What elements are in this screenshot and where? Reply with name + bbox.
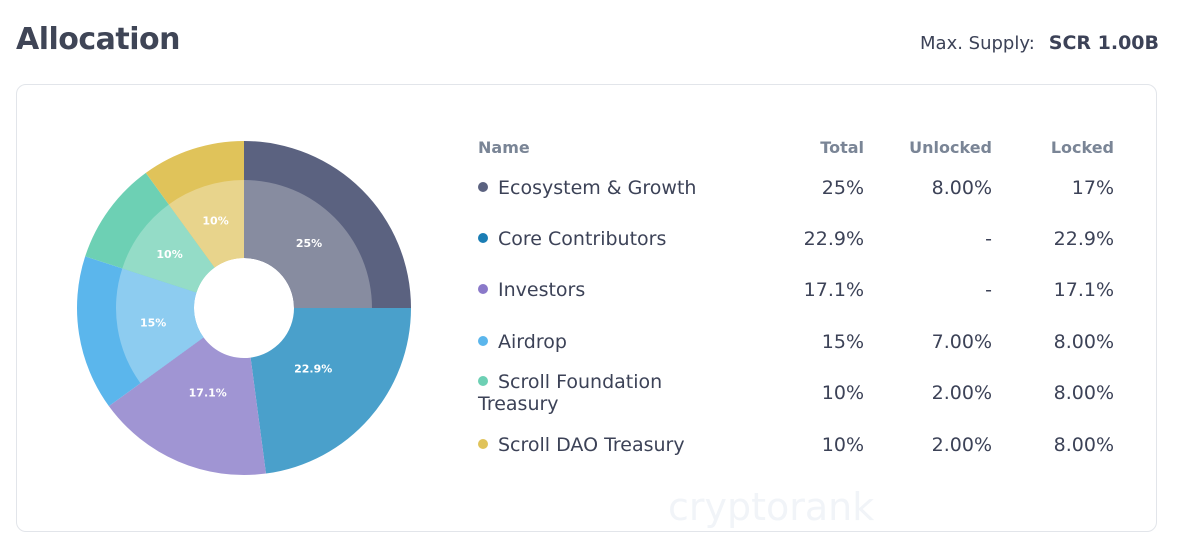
allocation-table: Name Total Unlocked Locked Ecosystem & G…: [478, 132, 1114, 470]
header-unlocked: Unlocked: [909, 137, 992, 157]
row-total: 25%: [821, 176, 864, 199]
slice-inner-unlocked: [116, 268, 204, 384]
max-supply: Max. Supply: SCR 1.00B: [920, 32, 1159, 54]
header-total: Total: [820, 137, 864, 157]
watermark: cryptorank: [668, 485, 875, 529]
max-supply-value: SCR 1.00B: [1048, 32, 1159, 54]
row-locked: 22.9%: [1053, 228, 1114, 251]
table-row: Scroll Foundation Treasury 10% 2.00% 8.0…: [478, 368, 1114, 419]
row-name-text: Core Contributors: [498, 228, 667, 251]
row-name: Investors: [478, 265, 718, 316]
slice-core-contributors[interactable]: [250, 308, 411, 474]
row-name: Ecosystem & Growth: [478, 162, 718, 213]
row-unlocked: 8.00%: [931, 176, 992, 199]
row-locked: 8.00%: [1053, 330, 1114, 353]
row-total: 22.9%: [803, 228, 864, 251]
row-name-text: Airdrop: [498, 330, 567, 353]
row-total: 15%: [821, 330, 864, 353]
slice-label: 10%: [202, 215, 228, 228]
slice-investors[interactable]: [108, 337, 266, 475]
row-unlocked: -: [985, 279, 992, 302]
legend-dot: [478, 335, 488, 346]
row-name: Scroll Foundation Treasury: [478, 368, 718, 419]
legend-dot: [478, 233, 488, 244]
legend-dot: [478, 438, 488, 449]
row-locked: 8.00%: [1053, 433, 1114, 456]
max-supply-label: Max. Supply:: [920, 33, 1035, 54]
row-name-text: Scroll DAO Treasury: [498, 433, 685, 456]
slice-label: 17.1%: [189, 387, 227, 400]
table-header-row: Name Total Unlocked Locked: [478, 132, 1114, 162]
page-title: Allocation: [16, 22, 181, 57]
header-name: Name: [478, 137, 530, 157]
legend-dot: [478, 181, 488, 192]
slice-label: 22.9%: [294, 363, 332, 376]
row-name-text: Ecosystem & Growth: [498, 176, 697, 199]
slice-inner-unlocked: [244, 180, 372, 308]
row-name: Scroll DAO Treasury: [478, 419, 718, 470]
row-locked: 8.00%: [1053, 382, 1114, 405]
table-row: Ecosystem & Growth 25% 8.00% 17%: [478, 162, 1114, 213]
row-unlocked: 7.00%: [931, 330, 992, 353]
allocation-card: [16, 84, 1157, 532]
slice-inner-unlocked: [122, 204, 215, 293]
row-name-text: Scroll Foundation Treasury: [478, 371, 663, 416]
header-locked: Locked: [1050, 137, 1114, 157]
row-name: Core Contributors: [478, 213, 718, 264]
row-name-text: Investors: [498, 279, 586, 302]
row-locked: 17.1%: [1053, 279, 1114, 302]
allocation-donut-chart: 25% 22.9% 17.1% 15% 10% 10%: [77, 141, 411, 475]
legend-dot: [478, 284, 488, 295]
table-row: Scroll DAO Treasury 10% 2.00% 8.00%: [478, 419, 1114, 470]
row-unlocked: 2.00%: [931, 382, 992, 405]
row-name: Airdrop: [478, 316, 718, 367]
slice-label: 10%: [156, 248, 182, 261]
row-locked: 17%: [1071, 176, 1114, 199]
row-unlocked: 2.00%: [931, 433, 992, 456]
row-unlocked: -: [985, 228, 992, 251]
row-total: 10%: [821, 382, 864, 405]
legend-dot: [478, 376, 488, 387]
table-row: Investors 17.1% - 17.1%: [478, 265, 1114, 316]
table-row: Airdrop 15% 7.00% 8.00%: [478, 316, 1114, 367]
table-row: Core Contributors 22.9% - 22.9%: [478, 213, 1114, 264]
slice-inner-unlocked: [168, 180, 244, 268]
slice-label: 25%: [296, 237, 322, 250]
row-total: 17.1%: [803, 279, 864, 302]
slice-label: 15%: [140, 316, 166, 329]
row-total: 10%: [821, 433, 864, 456]
